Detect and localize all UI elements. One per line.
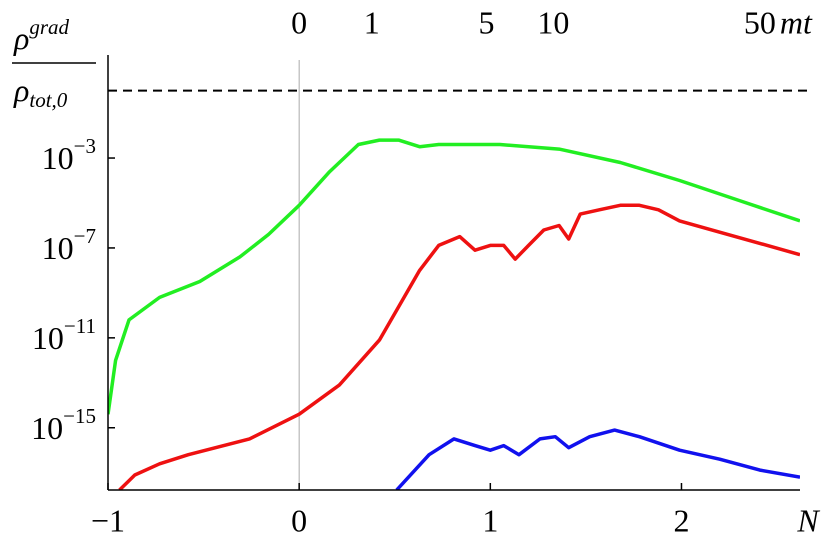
top-axis-label: mt bbox=[780, 4, 813, 40]
top-tick-label: 10 bbox=[537, 4, 569, 40]
symbol: ρ bbox=[13, 20, 29, 56]
y-label-denominator: ρtot,0 bbox=[13, 72, 68, 111]
y-tick-label: 10−15 bbox=[31, 404, 96, 447]
top-tick-label: 5 bbox=[478, 4, 494, 40]
subscript: tot,0 bbox=[29, 88, 67, 112]
x-tick-label: −1 bbox=[91, 502, 125, 538]
symbol: ρ bbox=[13, 72, 29, 108]
top-tick-label: 0 bbox=[291, 4, 307, 40]
y-tick-label: 10−3 bbox=[42, 134, 96, 177]
curve bbox=[395, 428, 800, 490]
y-label-numerator: ρgrad bbox=[13, 15, 70, 57]
y-tick-label: 10−7 bbox=[42, 224, 96, 267]
curve bbox=[118, 203, 800, 490]
x-tick-label: 1 bbox=[482, 502, 498, 538]
curve bbox=[108, 138, 800, 415]
x-tick-label: 2 bbox=[673, 502, 689, 538]
top-tick-label: 1 bbox=[364, 4, 380, 40]
superscript: grad bbox=[29, 15, 69, 39]
y-tick-label: 10−11 bbox=[32, 314, 96, 357]
curves bbox=[108, 138, 800, 490]
top-tick-label: 50 bbox=[744, 4, 776, 40]
x-tick-label: 0 bbox=[291, 502, 307, 538]
x-axis-label: N bbox=[796, 502, 820, 538]
